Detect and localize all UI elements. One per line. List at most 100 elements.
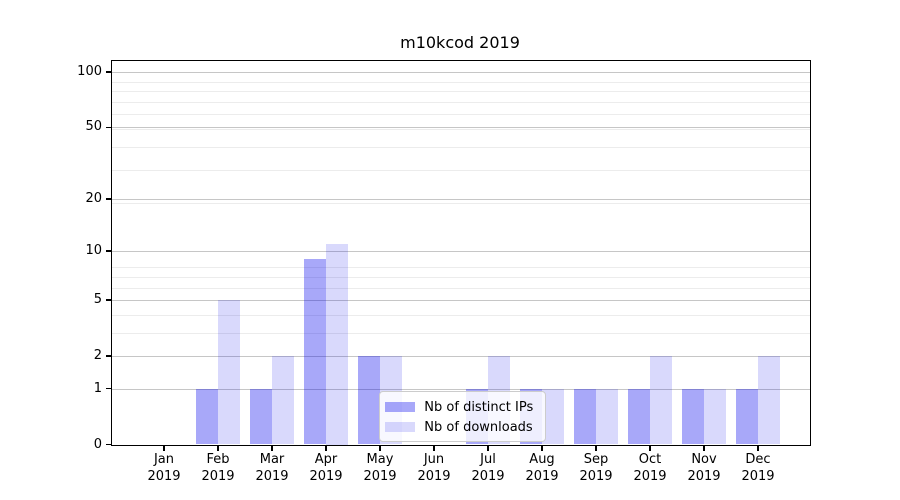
gridline-major xyxy=(112,251,810,252)
legend-swatch-icon xyxy=(385,421,416,433)
x-tick-month: Jul xyxy=(480,452,496,467)
x-tick-mark xyxy=(487,446,489,451)
y-tick-mark xyxy=(105,355,112,357)
bar-distinct-ips xyxy=(736,388,758,445)
x-tick-month: Jun xyxy=(423,452,445,467)
x-tick-month: May xyxy=(366,452,394,467)
x-tick-month: Jan xyxy=(153,452,175,467)
bar-distinct-ips xyxy=(250,388,272,445)
x-tick-year: 2019 xyxy=(255,468,289,484)
x-tick-mark xyxy=(595,446,597,451)
plot-area: Nb of distinct IPs Nb of downloads xyxy=(112,61,810,446)
bar-downloads xyxy=(596,388,618,445)
x-tick-year: 2019 xyxy=(525,468,559,484)
x-tick-mark xyxy=(649,446,651,451)
legend-label: Nb of distinct IPs xyxy=(424,399,534,415)
legend-swatch-icon xyxy=(385,401,416,413)
x-tick-mark xyxy=(433,446,435,451)
gridline-minor xyxy=(112,287,810,289)
y-tick-label: 10 xyxy=(85,243,102,258)
bar-distinct-ips xyxy=(358,355,380,445)
gridline-minor xyxy=(112,128,810,130)
legend: Nb of distinct IPs Nb of downloads xyxy=(379,391,546,442)
y-tick-mark xyxy=(105,126,112,128)
x-tick-mark xyxy=(757,446,759,451)
x-tick-month: Aug xyxy=(529,452,555,467)
x-tick-year: 2019 xyxy=(417,468,451,484)
gridline-minor xyxy=(112,170,810,172)
bar-distinct-ips xyxy=(628,388,650,445)
gridline-minor xyxy=(112,267,810,269)
y-tick-mark xyxy=(105,443,112,446)
y-tick-label: 0 xyxy=(93,436,102,452)
x-tick-label: Aug 2019 xyxy=(512,452,572,485)
x-tick-month: Apr xyxy=(314,452,338,467)
gridline-major xyxy=(112,198,810,200)
x-tick-label: Oct 2019 xyxy=(620,452,680,485)
gridline-minor xyxy=(112,81,810,83)
x-tick-month: Mar xyxy=(259,452,285,467)
x-tick-month: Sep xyxy=(583,452,609,467)
legend-item: Nb of distinct IPs xyxy=(385,397,536,417)
x-tick-label: Jan 2019 xyxy=(134,452,194,485)
gridline-minor xyxy=(112,332,810,334)
x-tick-label: Jul 2019 xyxy=(458,452,518,485)
x-tick-month: Nov xyxy=(691,452,717,467)
x-tick-label: Jun 2019 xyxy=(404,452,464,485)
x-tick-year: 2019 xyxy=(309,468,343,484)
x-tick-year: 2019 xyxy=(147,468,181,484)
gridline-minor xyxy=(112,202,810,204)
gridline-minor xyxy=(112,276,810,278)
y-tick-mark xyxy=(105,198,112,200)
x-tick-month: Feb xyxy=(206,452,230,467)
x-tick-year: 2019 xyxy=(579,468,613,484)
y-tick-mark xyxy=(105,71,112,73)
bar-downloads xyxy=(704,388,726,445)
gridline-major xyxy=(112,355,810,357)
bar-distinct-ips xyxy=(196,388,218,445)
x-tick-year: 2019 xyxy=(471,468,505,484)
gridline-major xyxy=(112,299,810,301)
x-tick-month: Oct xyxy=(638,452,662,467)
gridline-minor xyxy=(112,91,810,92)
x-tick-mark xyxy=(379,446,381,451)
x-tick-mark xyxy=(703,446,705,451)
legend-label: Nb of downloads xyxy=(424,419,533,435)
x-tick-label: Mar 2019 xyxy=(242,452,302,485)
x-tick-mark xyxy=(163,446,165,451)
y-tick-label: 100 xyxy=(77,64,102,80)
y-tick-mark xyxy=(105,250,112,252)
x-tick-label: May 2019 xyxy=(350,452,410,485)
x-tick-label: Sep 2019 xyxy=(566,452,626,485)
gridline-minor xyxy=(112,114,810,116)
y-tick-mark xyxy=(105,299,112,301)
x-tick-label: Apr 2019 xyxy=(296,452,356,485)
gridline-major xyxy=(112,388,810,390)
bar-downloads xyxy=(650,355,672,445)
gridline-minor xyxy=(112,146,810,148)
x-tick-label: Feb 2019 xyxy=(188,452,248,485)
bar-distinct-ips xyxy=(304,258,326,445)
bar-downloads xyxy=(272,355,294,445)
y-tick-label: 50 xyxy=(85,119,102,135)
bar-distinct-ips xyxy=(682,388,704,445)
x-tick-label: Dec 2019 xyxy=(728,452,788,485)
gridline-minor xyxy=(112,314,810,316)
y-tick-mark xyxy=(105,387,112,390)
chart-title: m10kcod 2019 xyxy=(400,33,520,52)
legend-item: Nb of downloads xyxy=(385,417,536,437)
x-tick-mark xyxy=(325,446,327,451)
x-tick-year: 2019 xyxy=(363,468,397,484)
bar-downloads xyxy=(542,388,564,445)
gridline-minor xyxy=(112,101,810,103)
gridline-major xyxy=(112,444,810,446)
x-tick-year: 2019 xyxy=(687,468,721,484)
y-tick-label: 2 xyxy=(93,347,102,363)
x-tick-year: 2019 xyxy=(633,468,667,484)
x-tick-mark xyxy=(271,446,273,451)
bar-distinct-ips xyxy=(574,388,596,445)
gridline-major xyxy=(112,72,810,74)
y-tick-label: 5 xyxy=(93,291,102,307)
gridline-major xyxy=(112,127,810,129)
